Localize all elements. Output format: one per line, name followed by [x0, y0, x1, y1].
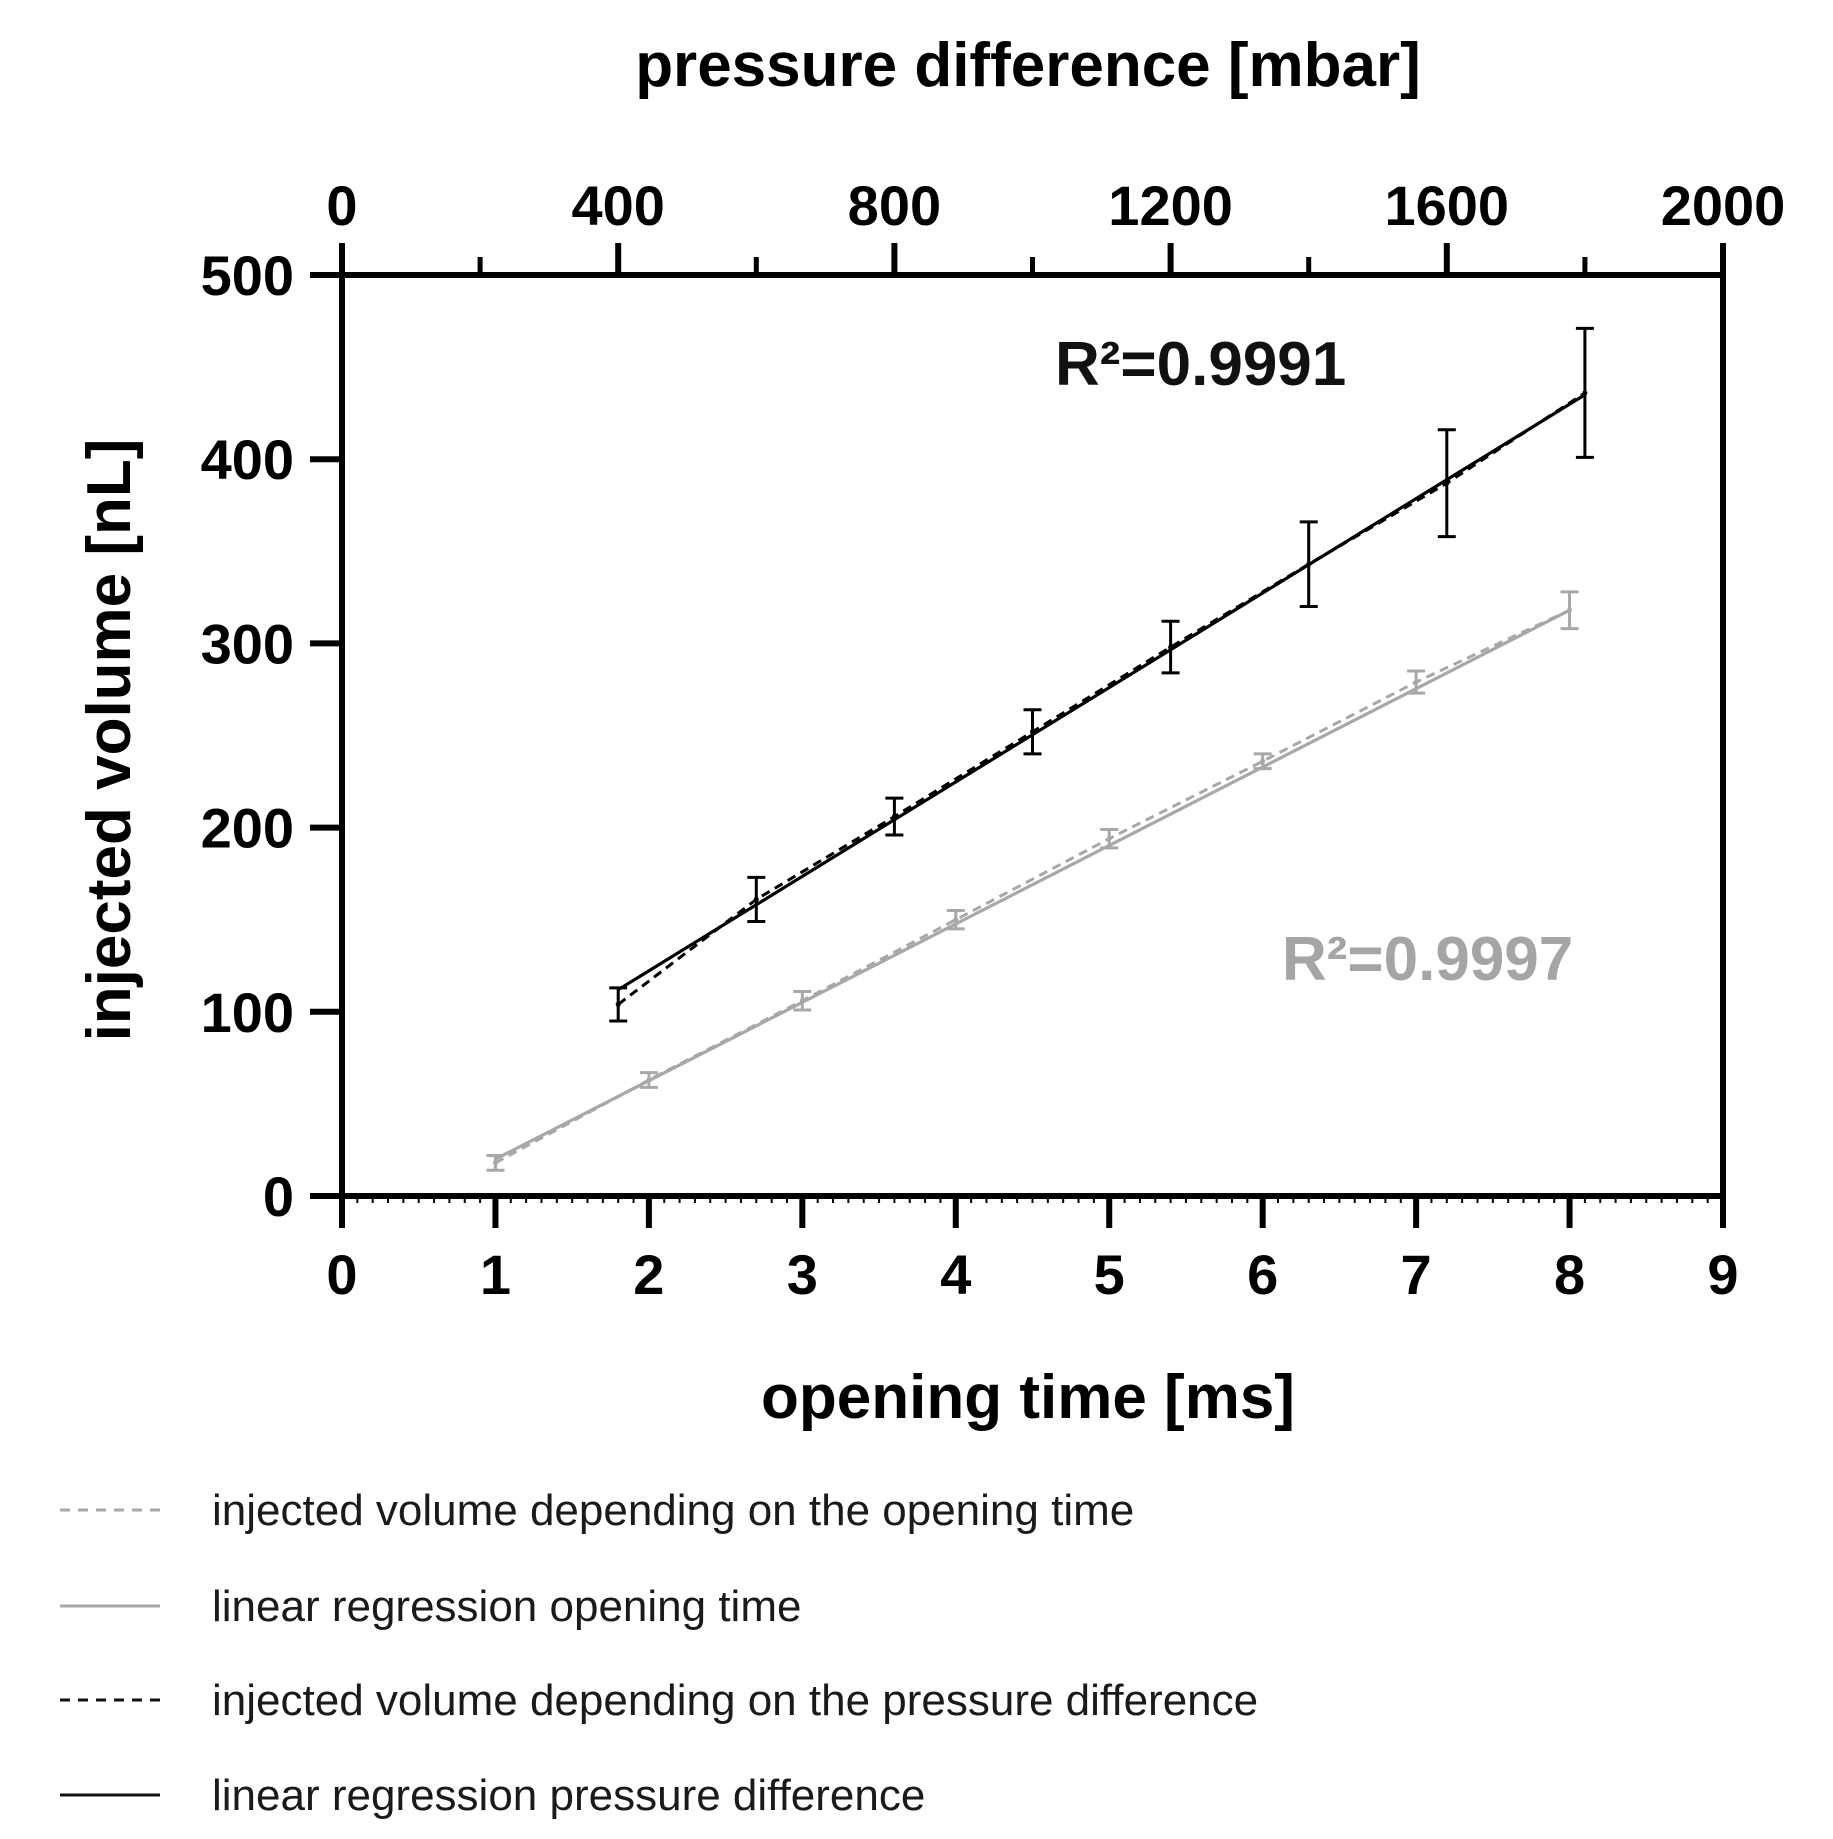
error-bar [1161, 619, 1180, 675]
x2-tick-label: 800 [848, 174, 941, 237]
x-tick-label: 2 [633, 1243, 664, 1306]
data-point [1106, 836, 1112, 842]
y-tick-label: 200 [201, 797, 294, 860]
x-tick-label: 4 [940, 1243, 971, 1306]
data-point [492, 1160, 498, 1166]
error-bar [1575, 326, 1594, 459]
x-tick-label: 3 [787, 1243, 818, 1306]
legend-label-pressure-regression: linear regression pressure difference [212, 1771, 925, 1820]
x2-tick-label: 1200 [1108, 174, 1233, 237]
data-point [1413, 679, 1419, 685]
legend-label-opening-data: injected volume depending on the opening… [212, 1486, 1134, 1535]
r2-opening-label: R²=0.9997 [1282, 925, 1573, 994]
r2-pressure-label: R²=0.9991 [1055, 330, 1346, 399]
x-tick-label: 9 [1707, 1243, 1738, 1306]
x2-tick-label: 0 [326, 174, 357, 237]
bottom-axis-title: opening time [ms] [761, 1363, 1295, 1432]
error-bar [946, 908, 965, 931]
data-point [1260, 758, 1266, 764]
data-line-2 [617, 391, 1586, 1006]
y-tick-label: 500 [201, 244, 294, 307]
legend-label-pressure-data: injected volume depending on the pressur… [212, 1676, 1258, 1725]
data-point [953, 917, 959, 923]
y-tick-label: 300 [201, 612, 294, 675]
x-tick-label: 7 [1401, 1243, 1432, 1306]
error-bar [609, 986, 628, 1023]
x-tick-label: 6 [1247, 1243, 1278, 1306]
data-layer [486, 326, 1594, 1172]
data-point [615, 1001, 621, 1007]
regression-line-3 [617, 393, 1586, 992]
x-tick-label: 0 [326, 1243, 357, 1306]
y-tick-label: 100 [201, 981, 294, 1044]
error-bar [747, 875, 766, 924]
x-tick-label: 1 [480, 1243, 511, 1306]
x-tick-label: 8 [1554, 1243, 1585, 1306]
legend: injected volume depending on the opening… [60, 1486, 1258, 1820]
x2-tick-label: 2000 [1661, 174, 1786, 237]
top-axis-title: pressure difference [mbar] [635, 31, 1421, 100]
error-bar [1023, 708, 1042, 756]
y-tick-label: 400 [201, 428, 294, 491]
y-axis-title: injected volume [nL] [75, 439, 144, 1042]
legend-label-opening-regression: linear regression opening time [212, 1582, 801, 1631]
x2-tick-label: 400 [571, 174, 664, 237]
axes-layer: 0 1 2 3 4 5 6 7 8 9 0 400 800 1200 1600 2000 0 100 200 300 4… [201, 174, 1786, 1306]
regression-line-1 [494, 608, 1571, 1161]
y-tick-label: 0 [263, 1165, 294, 1228]
data-point [753, 896, 759, 902]
x-tick-label: 5 [1094, 1243, 1125, 1306]
error-bar [1437, 428, 1456, 539]
x2-tick-label: 1600 [1385, 174, 1510, 237]
